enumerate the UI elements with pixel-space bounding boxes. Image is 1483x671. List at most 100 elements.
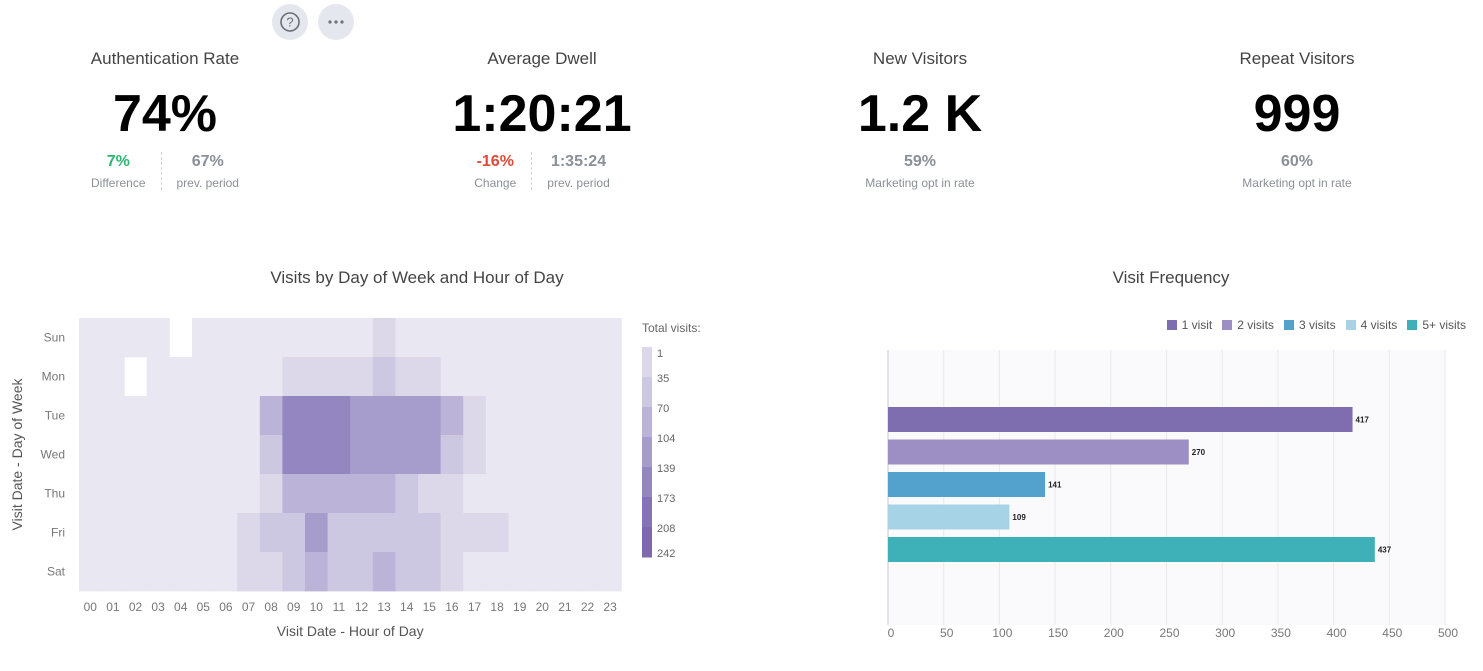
- heatmap-cell: [418, 552, 441, 592]
- bar-legend-item[interactable]: 5+ visits: [1407, 318, 1466, 332]
- kpi-title: Repeat Visitors: [1239, 49, 1355, 68]
- heatmap-cell: [305, 474, 328, 514]
- heatmap-x-tick: 19: [513, 600, 527, 614]
- heatmap-cell: [531, 318, 554, 358]
- heatmap-cell: [214, 435, 238, 475]
- heatmap-cell: [327, 552, 351, 592]
- heatmap-cell: [508, 318, 532, 358]
- heatmap-y-tick: Sun: [44, 331, 65, 345]
- heatmap-cell: [440, 357, 464, 397]
- heatmap-chart: Sun Mon Tue Wed Thu Fri Sat 00 01 02 03 04 05 06 07 08 0…: [9, 318, 701, 639]
- heatmap-cell: [553, 513, 577, 553]
- heatmap-legend-title: Total visits:: [642, 321, 701, 335]
- heatmap-cell: [508, 435, 532, 475]
- heatmap-cell: [485, 435, 509, 475]
- heatmap-cell: [598, 435, 622, 475]
- bar-legend-item[interactable]: 3 visits: [1283, 318, 1336, 332]
- heatmap-cell: [214, 513, 238, 553]
- heatmap-x-tick: 17: [468, 600, 482, 614]
- heatmap-cell: [463, 318, 487, 358]
- bar-data-label: 109: [1012, 513, 1026, 522]
- heatmap-cell: [372, 552, 396, 592]
- heatmap-cell: [395, 513, 419, 553]
- heatmap-cell: [214, 318, 238, 358]
- heatmap-cell: [576, 357, 600, 397]
- heatmap-cell: [146, 396, 170, 436]
- kpi-sub-value: 59%: [903, 153, 936, 170]
- heatmap-cell: [531, 513, 554, 553]
- help-button[interactable]: ?: [272, 4, 308, 40]
- bar-data-label: 141: [1048, 481, 1062, 490]
- bar-legend-item[interactable]: 2 visits: [1222, 318, 1274, 332]
- heatmap-cell: [79, 552, 102, 592]
- heatmap-cell: [395, 357, 419, 397]
- heatmap-cell: [237, 513, 261, 553]
- heatmap-cell: [576, 318, 600, 358]
- heatmap-cell: [553, 474, 577, 514]
- heatmap-cell: [508, 396, 532, 436]
- heatmap-cell: [463, 474, 487, 514]
- bar-legend-label: 4 visits: [1360, 318, 1398, 332]
- heatmap-cell: [372, 357, 396, 397]
- heatmap-cell: [440, 435, 464, 475]
- heatmap-cell: [576, 513, 600, 553]
- heatmap-cell: [463, 435, 487, 475]
- bar-chart-title: Visit Frequency: [1112, 268, 1230, 287]
- kpi-title: Average Dwell: [487, 49, 597, 68]
- bar-data-label: 417: [1356, 416, 1370, 425]
- heatmap-x-tick: 03: [151, 600, 165, 614]
- heatmap-cell: [531, 474, 554, 514]
- bar-legend-swatch: [1407, 320, 1418, 330]
- heatmap-cell: [395, 318, 419, 358]
- bar-chart: 0 50 100 150 200 250 300 350 400 450 500 417 270 141 1…: [887, 350, 1458, 640]
- heatmap-cell: [101, 435, 125, 475]
- heatmap-cell: [418, 474, 441, 514]
- bar-x-tick: 200: [1104, 626, 1124, 640]
- heatmap-cell: [101, 357, 125, 397]
- heatmap-cell: [282, 357, 306, 397]
- heatmap-cell: [124, 513, 148, 553]
- heatmap-y-label: Visit Date - Day of Week: [9, 378, 25, 531]
- bar-legend-item[interactable]: 4 visits: [1345, 318, 1398, 332]
- heatmap-legend-label: 35: [657, 373, 669, 385]
- heatmap-cell: [169, 552, 193, 592]
- heatmap-cell: [508, 474, 532, 514]
- heatmap-cell: [259, 435, 283, 475]
- kpi-sub-value: 1:35:24: [550, 153, 607, 170]
- kpi-value: 999: [1253, 85, 1341, 143]
- heatmap-cell: [327, 357, 351, 397]
- heatmap-cell: [192, 552, 215, 592]
- heatmap-cell: [350, 396, 374, 436]
- heatmap-cell: [598, 474, 622, 514]
- heatmap-cell: [282, 435, 306, 475]
- kpi-sub: 59% Marketing opt in rate: [850, 152, 989, 190]
- heatmap-cell: [440, 552, 464, 592]
- heatmap-cell: [214, 474, 238, 514]
- heatmap-cell: [282, 396, 306, 436]
- bar-legend-swatch: [1166, 320, 1177, 330]
- heatmap-cell: [508, 513, 532, 553]
- more-options-button[interactable]: [318, 4, 354, 40]
- bar-data-label: 437: [1378, 546, 1392, 555]
- bar-x-tick: 350: [1271, 626, 1291, 640]
- bar-x-tick: 150: [1048, 626, 1068, 640]
- question-circle-icon: ?: [280, 12, 300, 32]
- heatmap-cell: [531, 435, 554, 475]
- heatmap-cell: [463, 396, 487, 436]
- heatmap-legend-swatch: [642, 407, 652, 438]
- heatmap-cell: [192, 513, 215, 553]
- heatmap-cell: [327, 318, 351, 358]
- heatmap-y-tick: Fri: [51, 526, 65, 540]
- heatmap-cell: [192, 435, 215, 475]
- heatmap-legend-label: 70: [657, 403, 669, 415]
- bar-legend-label: 3 visits: [1298, 318, 1336, 332]
- heatmap-cell: [576, 435, 600, 475]
- heatmap-x-tick: 16: [445, 600, 459, 614]
- heatmap-cell: [124, 396, 148, 436]
- heatmap-cell: [192, 357, 215, 397]
- bar-x-tick: 300: [1215, 626, 1235, 640]
- bar-legend-item[interactable]: 1 visit: [1166, 318, 1212, 332]
- heatmap-legend-label: 1: [657, 348, 663, 360]
- heatmap-cell: [485, 318, 509, 358]
- heatmap-x-tick: 22: [581, 600, 595, 614]
